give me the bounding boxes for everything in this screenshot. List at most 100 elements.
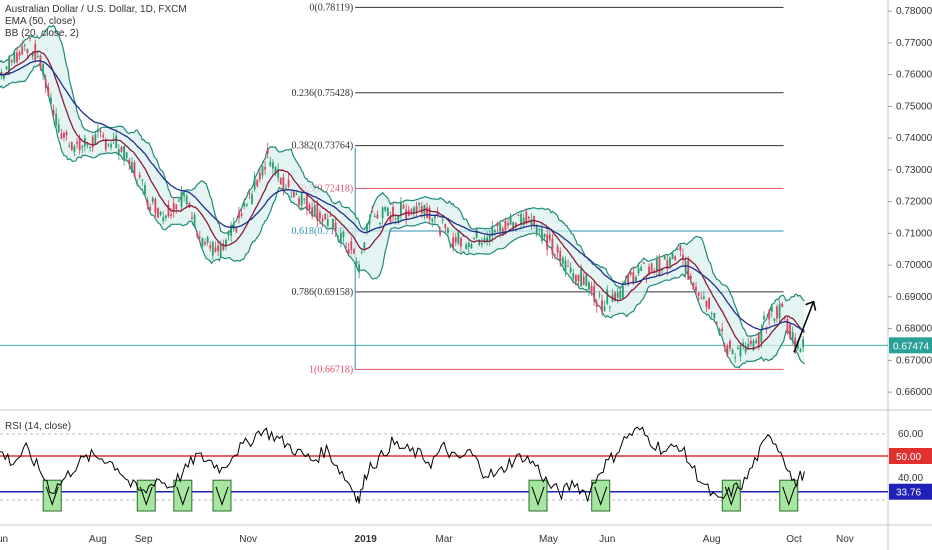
candle-body <box>225 239 227 247</box>
candle-body <box>629 272 632 275</box>
time-tick-label: Aug <box>703 534 721 545</box>
candle-body <box>308 204 311 210</box>
candle-body <box>791 332 794 342</box>
candle-body <box>292 191 295 197</box>
price-axis[interactable]: 0.78000 0.77000 0.76000 0.75000 0.74000 0.730… <box>888 6 932 398</box>
price-tick-label: 0.75000 <box>896 101 932 112</box>
candle-body <box>191 217 193 219</box>
price-tick-label: 0.71000 <box>896 228 932 239</box>
rsi-v-mark <box>45 486 59 506</box>
candle-body <box>201 237 204 246</box>
candle-body <box>217 245 219 251</box>
candle-body <box>264 167 266 170</box>
candle-body <box>180 191 183 208</box>
fib-level-label: 0.5(0.72418) <box>302 183 354 194</box>
candle-body <box>52 110 55 116</box>
candle-body <box>483 238 486 243</box>
candle-body <box>97 129 99 132</box>
candle-body <box>627 274 630 285</box>
candle-body <box>567 265 569 267</box>
rsi-v-mark <box>594 486 608 506</box>
candle-body <box>102 134 105 138</box>
candle-body <box>431 218 434 222</box>
arrow-head <box>805 300 817 311</box>
candle-body <box>454 237 457 243</box>
candle-body <box>663 256 666 260</box>
candle-body <box>352 249 355 254</box>
candle-body <box>517 214 520 216</box>
candle-body <box>305 193 308 210</box>
candle-body <box>554 254 556 256</box>
fibonacci-retracement[interactable]: 0(0.78119) 0.236(0.75428) 0.382(0.73764) 0.… <box>292 2 784 375</box>
candle-body <box>520 213 522 225</box>
candle-body <box>70 142 73 151</box>
rsi-v-mark <box>782 486 796 506</box>
up-arrow-annotation[interactable] <box>793 300 817 353</box>
candle-body <box>68 145 71 147</box>
candle-body <box>428 207 431 220</box>
candle-body <box>198 236 201 238</box>
candle-body <box>178 200 180 202</box>
candle-body <box>543 233 546 238</box>
candle-body <box>598 294 601 296</box>
candle-body <box>3 74 5 79</box>
candle-body <box>397 215 400 222</box>
candle-body <box>326 219 329 226</box>
rsi-v-mark <box>139 486 153 506</box>
candle-body <box>744 346 747 353</box>
candle-body <box>405 209 408 219</box>
candle-body <box>778 303 781 319</box>
candle-body <box>729 340 731 349</box>
price-tick-label: 0.73000 <box>896 165 932 176</box>
candle-body <box>708 297 710 310</box>
candle-body <box>650 263 653 272</box>
rsi-legend: RSI (14, close) <box>5 421 72 432</box>
candle-body <box>29 37 31 39</box>
candle-body <box>467 243 470 247</box>
candle-body <box>123 145 125 161</box>
candle-body <box>73 146 76 153</box>
candle-body <box>475 229 478 238</box>
candle-body <box>209 245 212 249</box>
ema-50-line <box>0 60 805 332</box>
candle-body <box>272 162 274 169</box>
candle-body <box>410 209 413 213</box>
rsi-v-mark <box>215 486 229 506</box>
rsi-blue-badge <box>889 483 932 500</box>
candle-body <box>799 348 802 352</box>
candle-body <box>478 239 481 246</box>
time-tick-label: Aug <box>89 534 107 545</box>
candle-body <box>669 257 671 266</box>
candle-body <box>658 258 661 277</box>
candle-body <box>716 322 718 324</box>
candle-body <box>76 142 78 144</box>
candle-body <box>159 212 162 215</box>
candle-body <box>243 203 246 207</box>
candle-body <box>290 196 293 198</box>
candle-body <box>415 206 418 213</box>
time-axis[interactable]: Jun Aug Sep Nov 2019 Mar May Jun Aug Oct Nov <box>0 534 854 545</box>
candle-body <box>319 212 321 219</box>
candle-body <box>436 211 439 216</box>
candle-body <box>580 268 583 287</box>
candle-body <box>172 203 175 213</box>
candle-body <box>170 214 172 217</box>
candle-body <box>211 241 214 256</box>
candle-body <box>175 204 178 210</box>
candle-body <box>548 234 551 240</box>
candle-body <box>227 231 230 236</box>
candle-body <box>572 273 575 279</box>
candle-body <box>501 228 504 232</box>
candle-body <box>697 292 700 296</box>
candle-body <box>8 56 11 74</box>
time-tick-label: 2019 <box>355 534 378 545</box>
candle-body <box>230 224 233 236</box>
candle-body <box>444 224 447 228</box>
candle-body <box>447 228 449 234</box>
candle-body <box>622 286 624 298</box>
candle-body <box>42 64 44 75</box>
candle-body <box>619 290 622 300</box>
candle-body <box>736 347 739 349</box>
candle-body <box>749 340 752 345</box>
candle-body <box>577 274 580 282</box>
